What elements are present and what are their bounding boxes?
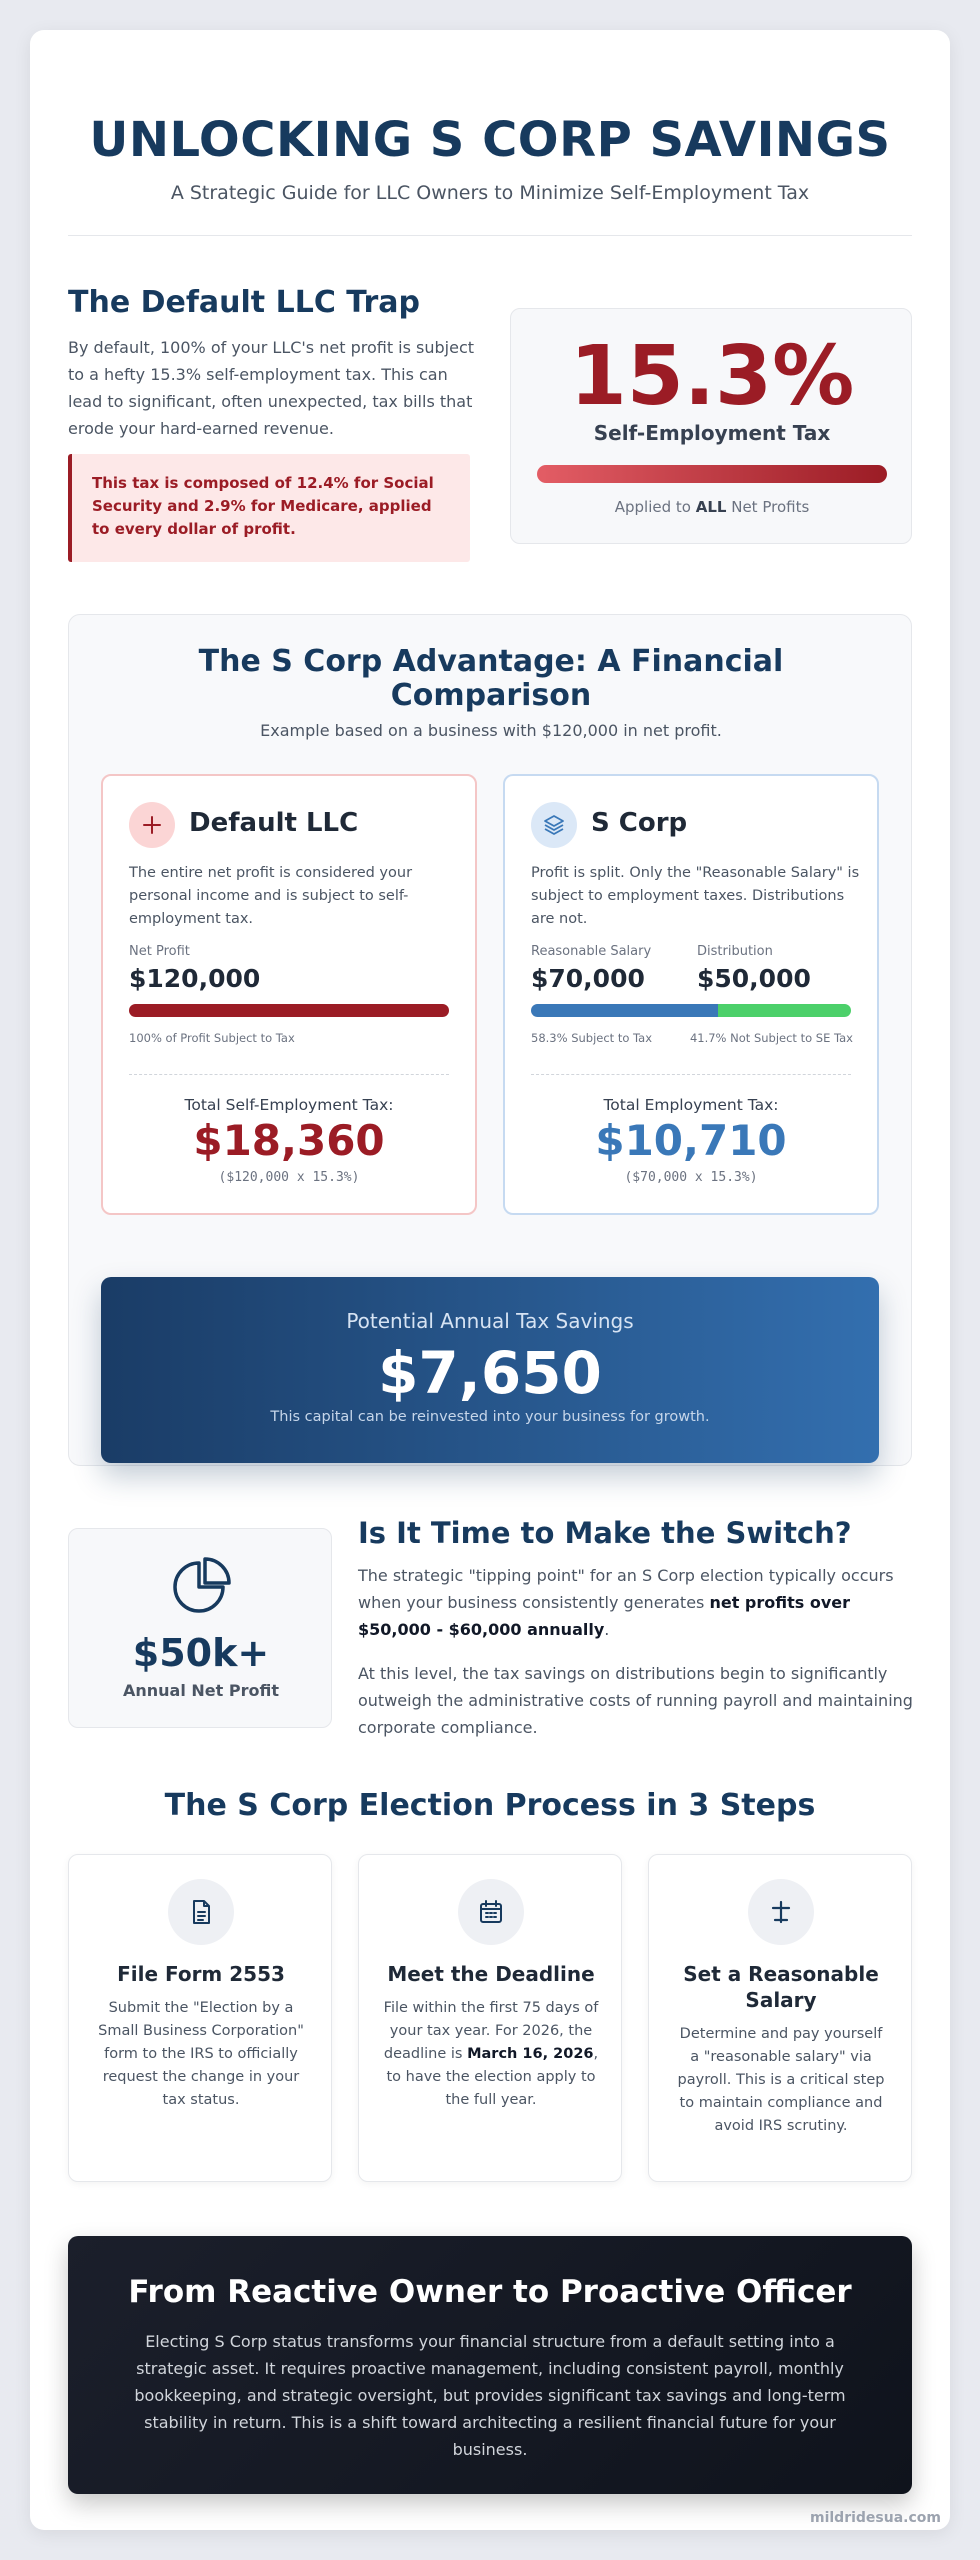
- p1-bold: net profits over $50,000 - $60,000 annua…: [358, 1593, 851, 1639]
- page-title: UNLOCKING S CORP SAVINGS: [89, 112, 891, 168]
- savings-label: Potential Annual Tax Savings: [346, 1309, 634, 1333]
- layers-icon: [531, 802, 577, 848]
- se-tax-label: Self-Employment Tax: [593, 421, 831, 445]
- comparison-subtitle: Example based on a business with $120,00…: [260, 721, 722, 740]
- step-body-bold: March 16, 2026: [467, 2046, 594, 2062]
- closing-body: Electing S Corp status transforms your f…: [134, 2332, 846, 2459]
- scorp-dist-label: Distribution: [697, 944, 773, 959]
- footnote-post: Net Profits: [731, 498, 810, 516]
- llc-description: The entire net profit is considered your…: [129, 865, 413, 927]
- step-body: Submit the "Election by a Small Business…: [98, 2000, 304, 2108]
- llc-total-value: $18,360: [193, 1116, 385, 1165]
- scorp-total-calc: ($70,000 x 15.3%): [624, 1170, 758, 1185]
- scorp-dist-note: 41.7% Not Subject to SE Tax: [689, 1031, 853, 1045]
- llc-divider: [129, 1074, 449, 1075]
- scorp-name: S Corp: [591, 808, 688, 838]
- steps-title: The S Corp Election Process in 3 Steps: [164, 1788, 816, 1823]
- balance-icon: [748, 1879, 814, 1945]
- llc-tax-bar-fill: [129, 1004, 449, 1017]
- threshold-label: Annual Net Profit: [123, 1681, 279, 1700]
- savings-value: $7,650: [378, 1339, 602, 1407]
- step-body: File within the first 75 days of your ta…: [383, 1997, 599, 2112]
- scorp-dist-value: $50,000: [697, 964, 811, 993]
- step-card-salary: Set a Reasonable Salary Determine and pa…: [648, 1854, 912, 2182]
- page-subtitle: A Strategic Guide for LLC Owners to Mini…: [170, 182, 810, 204]
- scorp-salary-value: $70,000: [531, 964, 645, 993]
- closing-title: From Reactive Owner to Proactive Officer: [128, 2274, 852, 2310]
- llc-total-calc: ($120,000 x 15.3%): [218, 1170, 360, 1185]
- llc-profit-label: Net Profit: [129, 944, 190, 959]
- p1-pre: The strategic "tipping point" for an S C…: [358, 1566, 894, 1612]
- footnote-bold: ALL: [695, 498, 727, 516]
- step-body-pre: File within the first 75 days of your ta…: [383, 2000, 599, 2062]
- plus-icon: [129, 802, 175, 848]
- scorp-split-bar: [531, 1004, 851, 1017]
- closing-panel: From Reactive Owner to Proactive Officer…: [68, 2236, 912, 2494]
- savings-banner: Potential Annual Tax Savings $7,650 This…: [101, 1277, 879, 1463]
- comparison-title: The S Corp Advantage: A Financial Compar…: [198, 644, 784, 713]
- footnote-pre: Applied to: [614, 498, 691, 516]
- scorp-column: S Corp Profit is split. Only the "Reason…: [503, 774, 879, 1215]
- comparison-section: The S Corp Advantage: A Financial Compar…: [68, 614, 912, 1466]
- switch-heading: Is It Time to Make the Switch?: [358, 1516, 852, 1550]
- se-tax-stat-card: 15.3% Self-Employment Tax Applied to ALL…: [510, 308, 912, 544]
- switch-paragraph-2: At this level, the tax savings on distri…: [358, 1664, 913, 1737]
- step-title: Meet the Deadline: [387, 1962, 595, 1986]
- profit-threshold-card: $50k+ Annual Net Profit: [68, 1528, 332, 1728]
- threshold-value: $50k+: [132, 1631, 270, 1675]
- scorp-salary-note: 58.3% Subject to Tax: [531, 1031, 653, 1045]
- llc-name: Default LLC: [189, 808, 359, 838]
- scorp-dist-fill: [717, 1004, 851, 1017]
- brand-watermark: mildridesua.com: [810, 2510, 941, 2526]
- llc-total-label: Total Self-Employment Tax:: [184, 1096, 394, 1114]
- step-title: File Form 2553: [117, 1962, 285, 1986]
- se-tax-rate: 15.3%: [569, 329, 855, 424]
- step-body: Determine and pay yourself a "reasonable…: [677, 2026, 885, 2134]
- savings-note: This capital can be reinvested into your…: [270, 1409, 710, 1425]
- llc-column: Default LLC The entire net profit is con…: [101, 774, 477, 1215]
- p1-post: .: [604, 1620, 610, 1639]
- calendar-icon: [458, 1879, 524, 1945]
- se-tax-footnote: Applied to ALL Net Profits: [511, 498, 913, 516]
- scorp-divider: [531, 1074, 851, 1075]
- scorp-total-value: $10,710: [595, 1116, 787, 1165]
- document-icon: [168, 1879, 234, 1945]
- infographic-card: UNLOCKING S CORP SAVINGS A Strategic Gui…: [30, 30, 950, 2530]
- scorp-total-label: Total Employment Tax:: [603, 1096, 779, 1114]
- llc-bar-note: 100% of Profit Subject to Tax: [129, 1031, 295, 1045]
- step-card-deadline: Meet the Deadline File within the first …: [358, 1854, 622, 2182]
- header-divider: [68, 235, 912, 236]
- scorp-description: Profit is split. Only the "Reasonable Sa…: [531, 865, 860, 927]
- trap-heading: The Default LLC Trap: [68, 285, 420, 320]
- step-card-file-form: File Form 2553 Submit the "Election by a…: [68, 1854, 332, 2182]
- switch-paragraph-1: The strategic "tipping point" for an S C…: [358, 1562, 918, 1643]
- trap-note: This tax is composed of 12.4% for Social…: [68, 454, 470, 562]
- pie-chart-icon: [171, 1555, 233, 1617]
- trap-body: By default, 100% of your LLC's net profi…: [68, 338, 475, 438]
- scorp-salary-fill: [531, 1004, 718, 1017]
- llc-profit-value: $120,000: [129, 964, 261, 993]
- step-body-post: , to have the election apply to the full…: [386, 2046, 599, 2108]
- step-title: Set a Reasonable Salary: [683, 1962, 879, 2012]
- scorp-salary-label: Reasonable Salary: [531, 944, 652, 959]
- llc-tax-bar: [129, 1004, 449, 1017]
- se-tax-bar: [537, 465, 887, 483]
